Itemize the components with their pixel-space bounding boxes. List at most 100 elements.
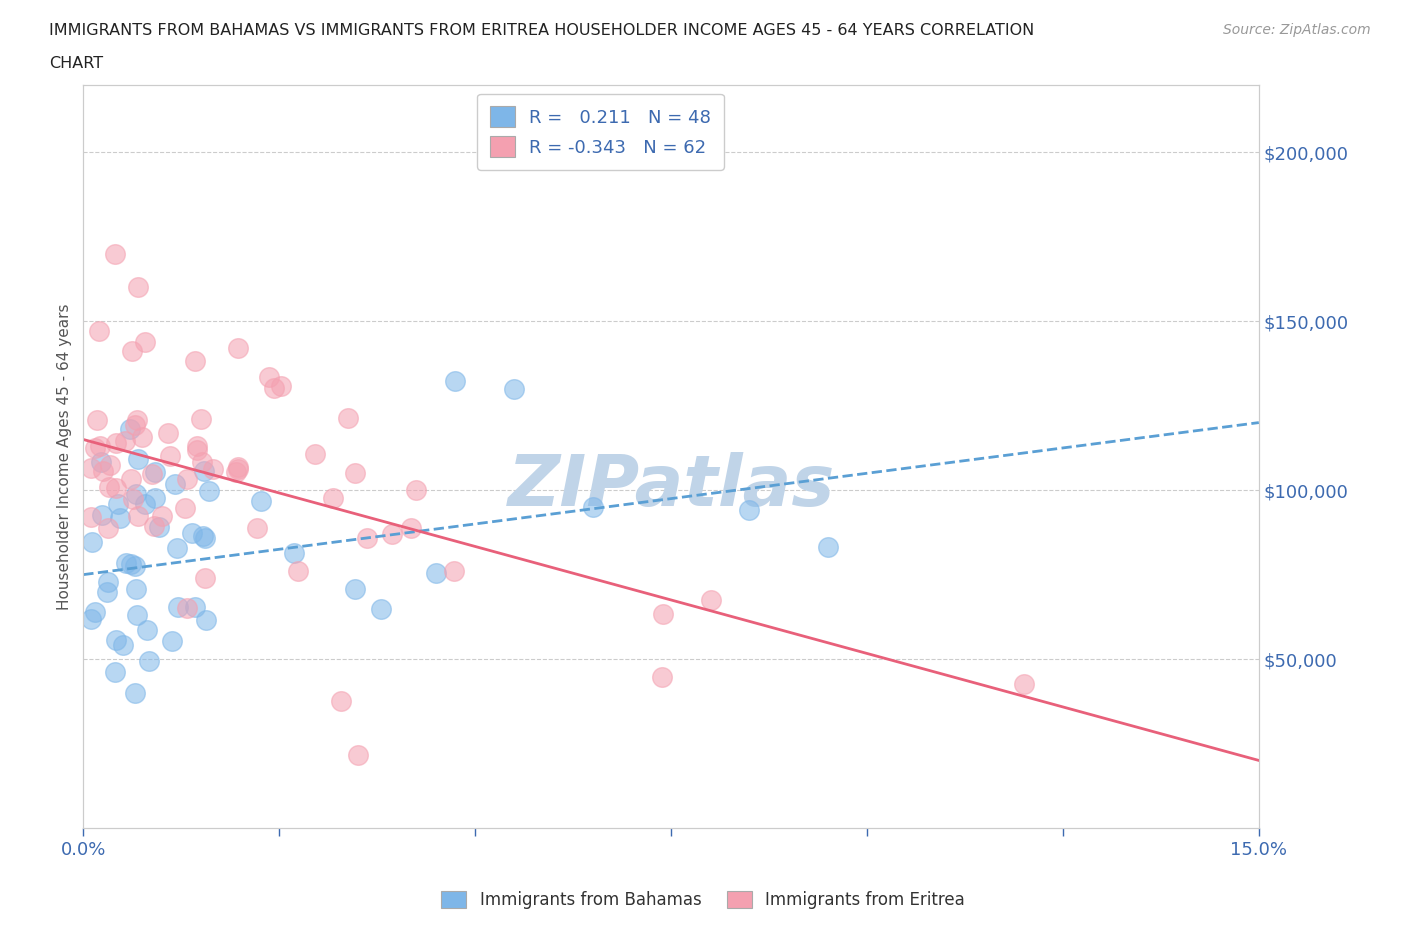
Point [127,280,149,295]
Text: ZIPatlas: ZIPatlas [508,452,835,521]
Point [180,525,202,540]
Point [104,435,127,450]
Point [287,564,309,578]
Point [344,466,367,481]
Point [356,531,378,546]
Point [336,411,359,426]
Point [136,623,159,638]
Point [84,441,107,456]
Point [143,490,166,505]
Point [582,499,605,514]
Point [186,439,208,454]
Point [83,604,105,619]
Point [193,530,215,545]
Point [80,461,103,476]
Point [104,246,127,261]
Point [122,491,145,506]
Point [131,430,153,445]
Point [91,464,114,479]
Point [159,449,181,464]
Text: Source: ZipAtlas.com: Source: ZipAtlas.com [1223,23,1371,37]
Point [121,343,143,358]
Point [250,494,273,509]
Point [104,665,127,680]
Point [184,599,207,614]
Point [346,748,368,763]
Point [124,685,146,700]
Point [86,413,108,428]
Point [246,521,269,536]
Point [817,540,839,555]
Y-axis label: Householder Income Ages 45 - 64 years: Householder Income Ages 45 - 64 years [58,303,72,610]
Point [190,412,212,427]
Point [425,565,447,580]
Point [226,340,249,355]
Point [120,556,142,571]
Point [173,501,195,516]
Point [120,422,142,437]
Point [124,418,146,432]
Point [97,520,120,535]
Point [184,353,207,368]
Point [141,467,163,482]
Point [176,472,198,486]
Point [96,585,118,600]
Point [138,654,160,669]
Point [107,497,129,512]
Point [134,497,156,512]
Point [114,556,136,571]
Point [700,592,723,607]
Point [143,464,166,479]
Legend: R =   0.211   N = 48, R = -0.343   N = 62: R = 0.211 N = 48, R = -0.343 N = 62 [477,94,724,170]
Point [124,582,146,597]
Point [111,638,134,653]
Point [405,483,427,498]
Point [225,464,247,479]
Point [443,564,465,578]
Point [270,379,292,393]
Point [114,433,136,448]
Point [160,633,183,648]
Point [143,518,166,533]
Point [125,608,148,623]
Point [283,546,305,561]
Point [226,461,249,476]
Point [127,451,149,466]
Point [191,455,214,470]
Point [150,509,173,524]
Point [148,520,170,535]
Point [444,374,467,389]
Point [90,455,112,470]
Point [89,439,111,454]
Point [80,510,103,525]
Point [1012,677,1035,692]
Point [176,600,198,615]
Point [381,526,404,541]
Point [125,486,148,501]
Point [191,529,214,544]
Point [104,632,127,647]
Point [330,693,353,708]
Point [124,558,146,573]
Point [80,611,103,626]
Point [195,612,218,627]
Point [98,458,121,472]
Point [97,480,120,495]
Point [343,582,366,597]
Point [167,599,190,614]
Point [226,459,249,474]
Point [651,670,673,684]
Point [257,370,280,385]
Point [134,334,156,349]
Point [91,508,114,523]
Point [201,462,224,477]
Point [321,490,343,505]
Text: CHART: CHART [49,56,103,71]
Point [193,463,215,478]
Point [125,413,148,428]
Point [194,571,217,586]
Point [304,446,326,461]
Point [165,476,187,491]
Point [652,606,675,621]
Point [399,521,422,536]
